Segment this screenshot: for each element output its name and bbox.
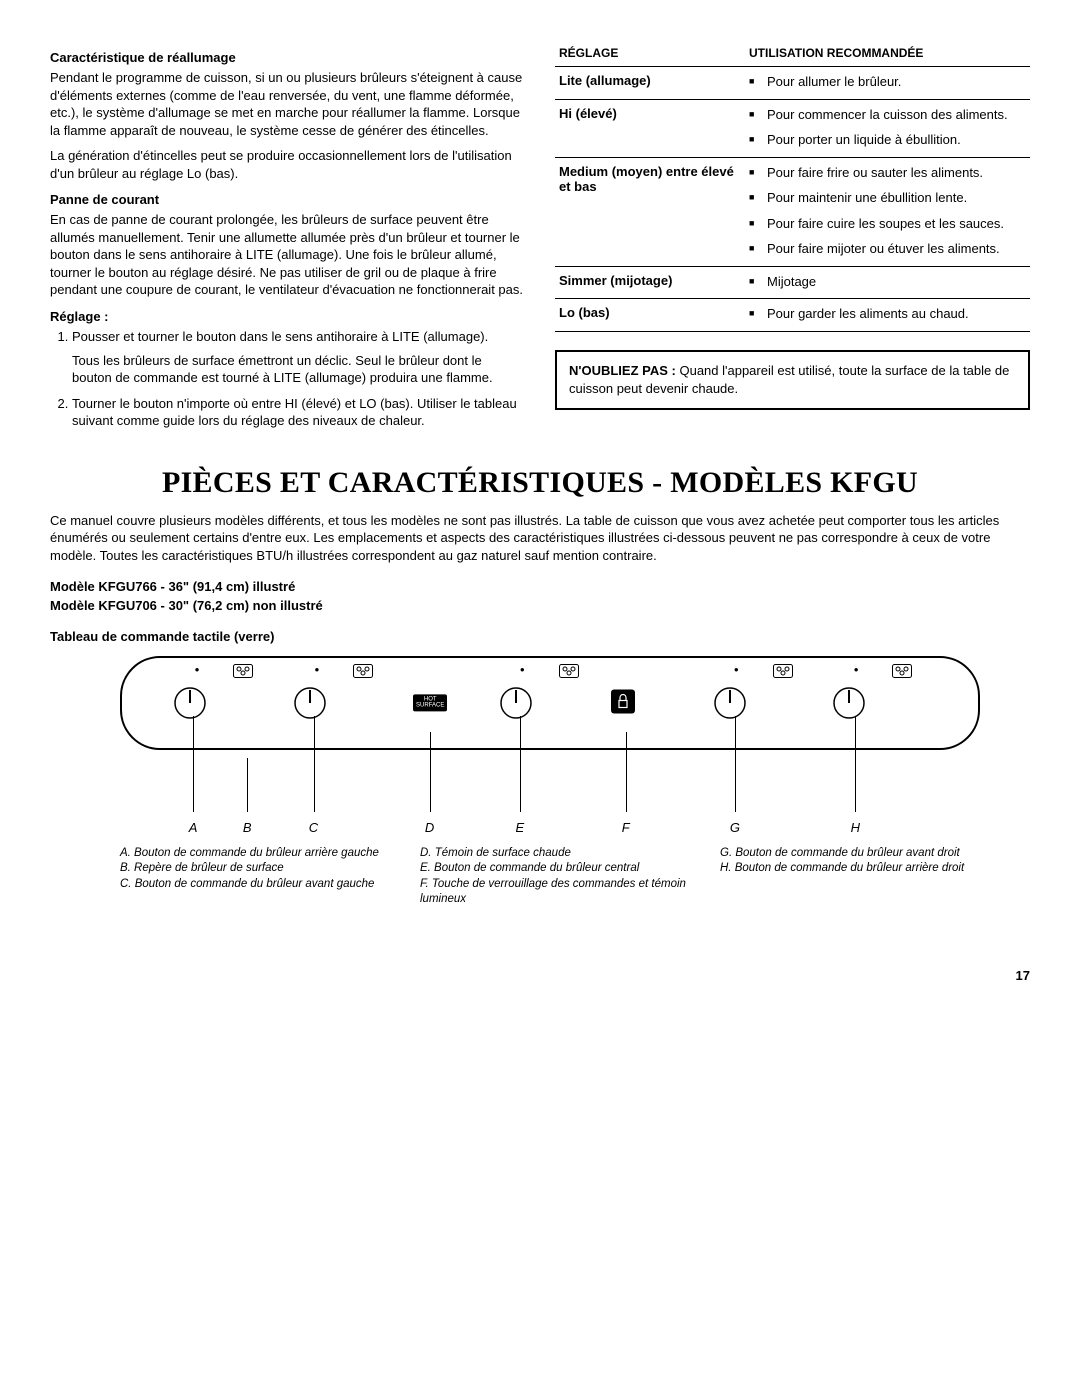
row-set: Hi (élevé) [555,99,745,157]
burner-indicator-icon [773,664,793,681]
letter-d: D [425,820,434,835]
para-reignition-1: Pendant le programme de cuisson, si un o… [50,69,525,139]
page-number: 17 [50,968,1030,983]
notice-box: N'OUBLIEZ PAS : Quand l'appareil est uti… [555,350,1030,410]
row-set: Lite (allumage) [555,67,745,100]
reco-item: Pour garder les aliments au chaud. [749,305,1026,323]
para-power-outage: En cas de panne de courant prolongée, le… [50,211,525,299]
legend-d: D. Témoin de surface chaude [420,846,690,862]
step-1: Pousser et tourner le bouton dans le sen… [72,328,525,387]
reco-item: Pour commencer la cuisson des aliments. [749,106,1026,124]
letter-e: E [516,820,525,835]
burner-indicator-icon [233,664,253,681]
dot-icon: • [315,662,320,677]
right-column: RÉGLAGE UTILISATION RECOMMANDÉE Lite (al… [555,40,1030,438]
row-set: Simmer (mijotage) [555,266,745,299]
left-column: Caractéristique de réallumage Pendant le… [50,40,525,438]
steps-list: Pousser et tourner le bouton dans le sen… [50,328,525,430]
model-lines: Modèle KFGU766 - 36" (91,4 cm) illustré … [50,578,1030,614]
model-line-2: Modèle KFGU706 - 30" (76,2 cm) non illus… [50,597,1030,615]
control-panel: HOTSURFACE • • • • • [120,656,980,750]
top-columns: Caractéristique de réallumage Pendant le… [50,40,1030,438]
legend-g: G. Bouton de commande du brûleur avant d… [720,846,990,862]
settings-table: RÉGLAGE UTILISATION RECOMMANDÉE Lite (al… [555,40,1030,332]
reco-item: Mijotage [749,273,1026,291]
knob-g [713,686,747,720]
lock-icon [610,688,636,717]
legend-f: F. Touche de verrouillage des commandes … [420,877,690,908]
letter-g: G [730,820,740,835]
dot-icon: • [734,662,739,677]
panel-label: Tableau de commande tactile (verre) [50,629,1030,644]
model-line-1: Modèle KFGU766 - 36" (91,4 cm) illustré [50,578,1030,596]
letter-h: H [851,820,860,835]
heading-power-outage: Panne de courant [50,192,525,207]
step-2: Tourner le bouton n'importe où entre HI … [72,395,525,430]
burner-indicator-icon [353,664,373,681]
para-reignition-2: La génération d'étincelles peut se produ… [50,147,525,182]
reco-item: Pour faire mijoter ou étuver les aliment… [749,240,1026,258]
reco-item: Pour faire frire ou sauter les aliments. [749,164,1026,182]
heading-reignition: Caractéristique de réallumage [50,50,525,65]
knob-h [832,686,866,720]
legend-c: C. Bouton de commande du brûleur avant g… [120,877,390,893]
control-panel-diagram: HOTSURFACE • • • • • [120,656,980,750]
legend-e: E. Bouton de commande du brûleur central [420,861,690,877]
diagram-letters: A B C D E F G H [120,820,980,836]
legend-b: B. Repère de brûleur de surface [120,861,390,877]
dot-icon: • [854,662,859,677]
burner-indicator-icon [892,664,912,681]
reco-item: Pour allumer le brûleur. [749,73,1026,91]
row-set: Medium (moyen) entre élevé et bas [555,157,745,266]
leader-lines [120,760,980,820]
row-set: Lo (bas) [555,299,745,332]
legend-h: H. Bouton de commande du brûleur arrière… [720,861,990,877]
knob-a [173,686,207,720]
legend-a: A. Bouton de commande du brûleur arrière… [120,846,390,862]
section-intro: Ce manuel couvre plusieurs modèles diffé… [50,512,1030,565]
knob-e [499,686,533,720]
letter-a: A [189,820,198,835]
reco-item: Pour faire cuire les soupes et les sauce… [749,215,1026,233]
dot-icon: • [520,662,525,677]
reco-item: Pour maintenir une ébullition lente. [749,189,1026,207]
notice-bold: N'OUBLIEZ PAS : [569,363,676,378]
th-utilisation: UTILISATION RECOMMANDÉE [745,40,1030,67]
diagram-legend: A. Bouton de commande du brûleur arrière… [120,846,990,908]
letter-f: F [622,820,630,835]
th-reglage: RÉGLAGE [555,40,745,67]
dot-icon: • [195,662,200,677]
heading-reglage: Réglage : [50,309,525,324]
letter-c: C [309,820,318,835]
hot-surface-badge: HOTSURFACE [413,694,447,711]
letter-b: B [243,820,252,835]
reco-item: Pour porter un liquide à ébullition. [749,131,1026,149]
burner-indicator-icon [559,664,579,681]
knob-c [293,686,327,720]
section-title: PIÈCES ET CARACTÉRISTIQUES - MODÈLES KFG… [50,466,1030,500]
